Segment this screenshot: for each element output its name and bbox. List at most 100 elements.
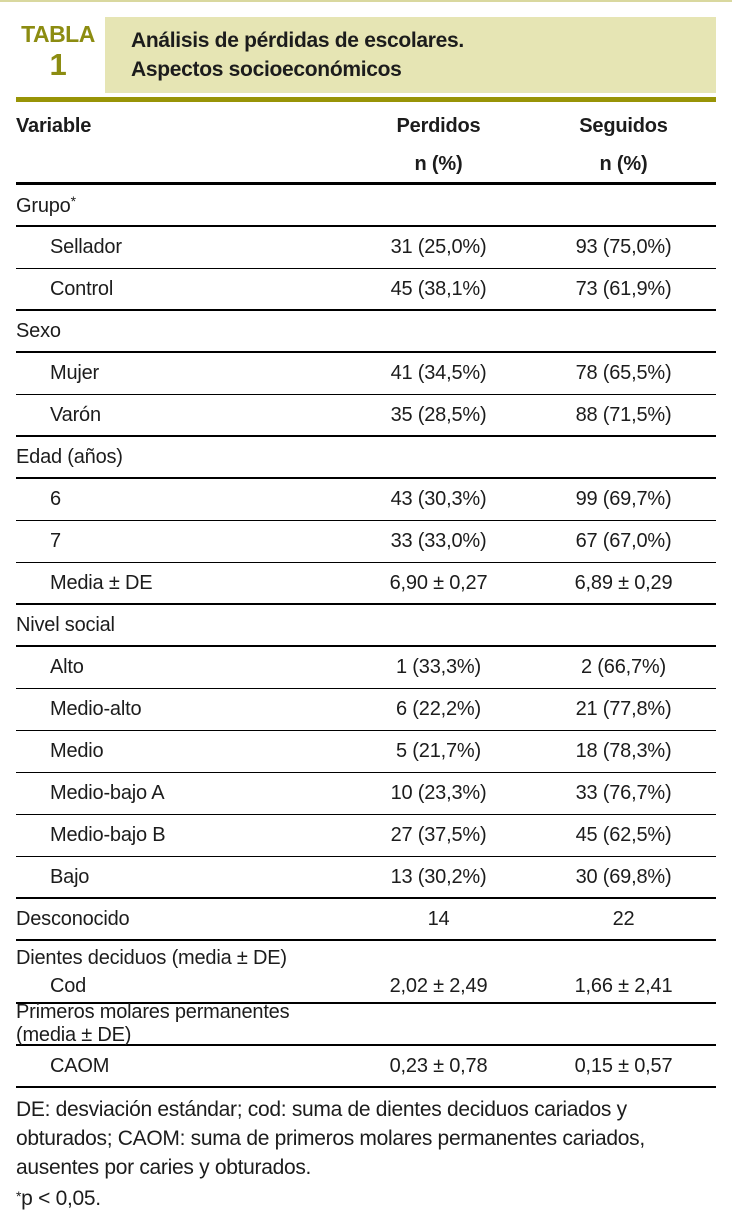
table-row: CAOM 0,23 ± 0,78 0,15 ± 0,57 <box>16 1046 716 1088</box>
table-row: Sellador 31 (25,0%) 93 (75,0%) <box>16 227 716 269</box>
section-row: Dientes deciduos (media ± DE) <box>16 941 716 971</box>
significance-text: p < 0,05. <box>21 1187 101 1210</box>
table-body: Grupo* Sellador 31 (25,0%) 93 (75,0%) Contro… <box>16 185 716 1088</box>
table-row: Media ± DE 6,90 ± 0,27 6,89 ± 0,29 <box>16 563 716 605</box>
seguidos-cell: 22 <box>612 907 635 930</box>
table-footnote: DE: desviación estándar; cod: suma de di… <box>16 1095 716 1213</box>
seguidos-cell: 73 (61,9%) <box>575 277 672 300</box>
row-label: Media ± DE <box>50 571 153 594</box>
perdidos-cell: 41 (34,5%) <box>390 362 487 384</box>
row-label: Nivel social <box>16 613 115 636</box>
column-header-seguidos: Seguidos <box>579 114 668 137</box>
table-row: Medio-bajo A 10 (23,3%) 33 (76,7%) <box>16 773 716 815</box>
perdidos-cell: 45 (38,1%) <box>390 277 487 300</box>
table-title-line-2: Aspectos socioeconómicos <box>131 58 402 81</box>
row-label: Bajo <box>50 865 90 888</box>
section-row: Nivel social <box>16 605 716 647</box>
row-label: Medio-bajo A <box>50 782 165 804</box>
row-label: Sellador <box>50 236 122 258</box>
row-label: Cod <box>50 975 87 997</box>
row-label: Grupo* <box>16 192 77 217</box>
section-row: Sexo <box>16 311 716 353</box>
row-label: Desconocido <box>16 907 130 930</box>
row-label: Varón <box>50 403 101 426</box>
perdidos-cell: 14 <box>427 907 450 930</box>
perdidos-cell: 43 (30,3%) <box>390 488 487 510</box>
row-label: 7 <box>50 530 61 552</box>
table-header: TABLA 1 Análisis de pérdidas de escolare… <box>0 0 732 93</box>
seguidos-cell: 93 (75,0%) <box>575 236 672 258</box>
table-row: Medio 5 (21,7%) 18 (78,3%) <box>16 731 716 773</box>
olive-divider-rule <box>16 97 716 102</box>
section-row: Primeros molares permanentes (media ± DE… <box>16 1001 716 1046</box>
perdidos-cell: 1 (33,3%) <box>396 656 481 678</box>
perdidos-cell: 0,23 ± 0,78 <box>389 1054 488 1077</box>
table-row: Medio-alto 6 (22,2%) 21 (77,8%) <box>16 689 716 731</box>
section-row: Grupo* <box>16 185 716 227</box>
row-label: Medio <box>50 740 104 762</box>
table-label-number: 1 <box>49 47 67 83</box>
page-top-rule <box>0 0 732 2</box>
footnote-significance: *p < 0,05. <box>16 1182 716 1213</box>
seguidos-cell: 18 (78,3%) <box>575 740 672 762</box>
row-label: Sexo <box>16 319 61 342</box>
seguidos-cell: 2 (66,7%) <box>581 656 666 678</box>
column-header-variable: Variable <box>16 114 92 137</box>
seguidos-cell: 78 (65,5%) <box>575 362 672 384</box>
column-header-perdidos: Perdidos <box>396 114 481 137</box>
seguidos-cell: 6,89 ± 0,29 <box>574 571 673 594</box>
row-label: CAOM <box>50 1054 110 1077</box>
perdidos-cell: 31 (25,0%) <box>390 236 487 258</box>
row-label: Alto <box>50 656 84 678</box>
table-row: Control 45 (38,1%) 73 (61,9%) <box>16 269 716 311</box>
table-title-line-1: Análisis de pérdidas de escolares. <box>131 29 464 52</box>
seguidos-cell: 67 (67,0%) <box>575 530 672 552</box>
seguidos-cell: 21 (77,8%) <box>575 698 672 720</box>
table-row: 7 33 (33,0%) 67 (67,0%) <box>16 521 716 563</box>
perdidos-cell: 6,90 ± 0,27 <box>389 571 488 594</box>
seguidos-cell: 33 (76,7%) <box>575 782 672 804</box>
column-header: Variable Perdidos Seguidos n (%) n (%) <box>16 102 716 185</box>
perdidos-cell: 5 (21,7%) <box>396 740 481 762</box>
row-label: Medio-bajo B <box>50 824 166 846</box>
row-label: Primeros molares permanentes (media ± DE… <box>16 1001 290 1046</box>
section-row: Desconocido 14 22 <box>16 899 716 941</box>
table-row: Cod 2,02 ± 2,49 1,66 ± 2,41 <box>16 971 716 1004</box>
footnote-line-3: ausentes por caries y obturados. <box>16 1156 312 1179</box>
header-bottom-rule <box>16 182 716 185</box>
column-subheader-seguidos-n: n (%) <box>599 152 648 175</box>
perdidos-cell: 13 (30,2%) <box>390 865 487 888</box>
footnote-line-1: DE: desviación estándar; cod: suma de di… <box>16 1098 627 1121</box>
seguidos-cell: 99 (69,7%) <box>575 488 672 510</box>
footnote-line-2: obturados; CAOM: suma de primeros molare… <box>16 1127 645 1150</box>
perdidos-cell: 27 (37,5%) <box>390 824 487 846</box>
perdidos-cell: 33 (33,0%) <box>390 530 487 552</box>
perdidos-cell: 6 (22,2%) <box>396 698 481 720</box>
row-label: Dientes deciduos (media ± DE) <box>16 947 287 969</box>
seguidos-cell: 0,15 ± 0,57 <box>574 1054 673 1077</box>
perdidos-cell: 2,02 ± 2,49 <box>389 975 488 997</box>
seguidos-cell: 30 (69,8%) <box>575 865 672 888</box>
table-row: 6 43 (30,3%) 99 (69,7%) <box>16 479 716 521</box>
asterisk-superscript: * <box>70 192 77 209</box>
seguidos-cell: 88 (71,5%) <box>575 403 672 426</box>
perdidos-cell: 35 (28,5%) <box>390 403 487 426</box>
row-label: Mujer <box>50 362 100 384</box>
perdidos-cell: 10 (23,3%) <box>390 782 487 804</box>
row-label: Edad (años) <box>16 445 123 468</box>
seguidos-cell: 1,66 ± 2,41 <box>574 975 673 997</box>
table-row: Varón 35 (28,5%) 88 (71,5%) <box>16 395 716 437</box>
row-label: Medio-alto <box>50 698 142 720</box>
section-row: Edad (años) <box>16 437 716 479</box>
table-row: Mujer 41 (34,5%) 78 (65,5%) <box>16 353 716 395</box>
row-label: Control <box>50 277 114 300</box>
column-subheader-perdidos-n: n (%) <box>414 152 463 175</box>
significance-asterisk: * <box>16 1188 22 1204</box>
table-label-word: TABLA <box>21 21 95 47</box>
seguidos-cell: 45 (62,5%) <box>575 824 672 846</box>
table-row: Medio-bajo B 27 (37,5%) 45 (62,5%) <box>16 815 716 857</box>
table-title-box: Análisis de pérdidas de escolares. Aspec… <box>105 17 716 93</box>
table-row: Bajo 13 (30,2%) 30 (69,8%) <box>16 857 716 899</box>
row-label: 6 <box>50 488 61 510</box>
table-label: TABLA 1 <box>16 22 100 82</box>
